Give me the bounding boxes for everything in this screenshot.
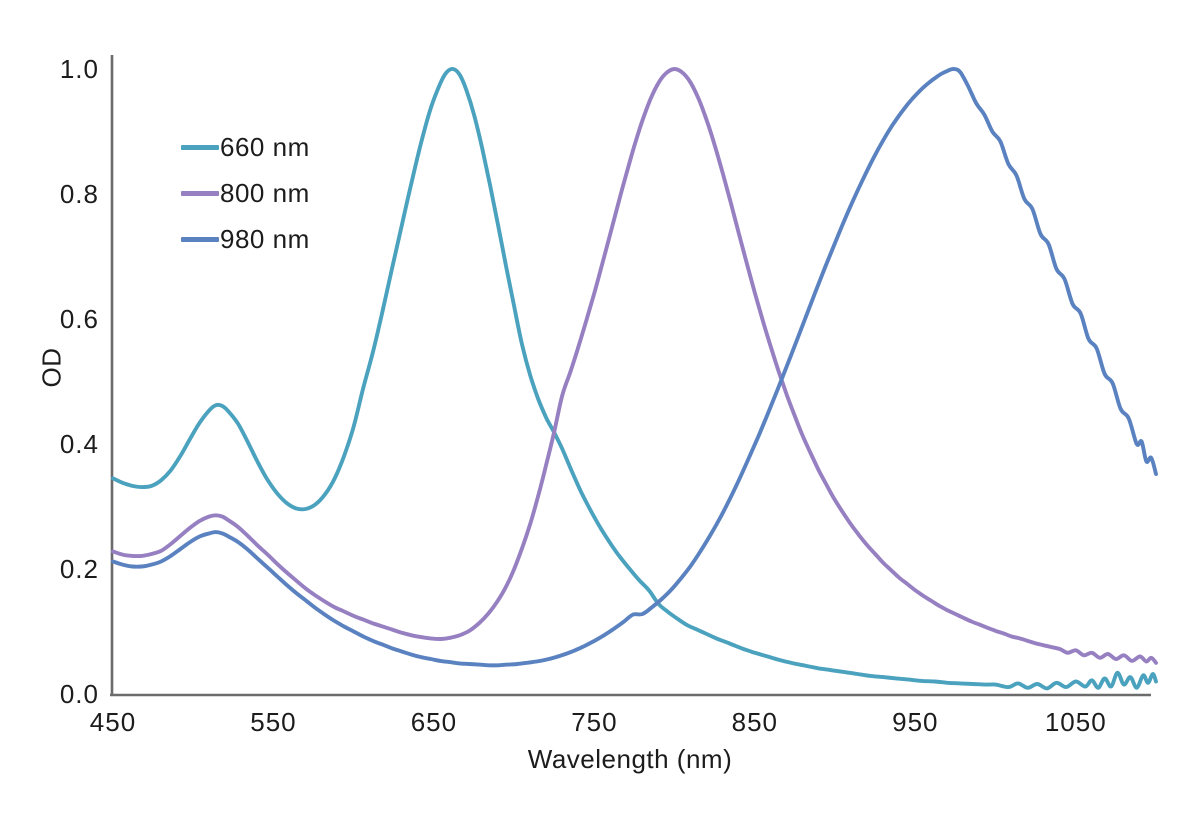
- x-axis-title: Wavelength (nm): [527, 744, 733, 774]
- legend-swatch-980nm: [181, 236, 219, 242]
- x-tick-label: 850: [732, 707, 778, 737]
- legend-item-800nm: 800 nm: [181, 170, 310, 216]
- series-line-660nm: [111, 66, 1158, 691]
- y-tick-label: 0.4: [60, 429, 99, 459]
- x-tick-label: 450: [90, 707, 136, 737]
- y-tick-label: 0.6: [60, 304, 99, 334]
- y-tick-label: 0.0: [60, 679, 99, 709]
- axes-spines: [110, 55, 1151, 697]
- series-line-980nm: [111, 67, 1158, 668]
- legend: 660 nm 800 nm 980 nm: [181, 124, 310, 262]
- legend-item-980nm: 980 nm: [181, 216, 310, 262]
- x-tick-label: 750: [571, 707, 617, 737]
- legend-label-800nm: 800 nm: [220, 177, 310, 208]
- legend-label-980nm: 980 nm: [220, 223, 310, 254]
- legend-swatch-660nm: [181, 144, 219, 150]
- legend-label-660nm: 660 nm: [220, 131, 310, 162]
- x-tick-label: 950: [892, 707, 938, 737]
- series-line-800nm: [111, 67, 1158, 665]
- x-tick-label: 550: [250, 707, 296, 737]
- y-tick-label: 1.0: [60, 54, 99, 84]
- legend-swatch-800nm: [181, 190, 219, 196]
- y-tick-label: 0.8: [60, 179, 99, 209]
- legend-item-660nm: 660 nm: [181, 124, 310, 170]
- y-axis-title: OD: [36, 347, 67, 388]
- x-tick-label: 650: [411, 707, 457, 737]
- y-tick-label: 0.2: [60, 554, 99, 584]
- x-tick-label: 1050: [1045, 707, 1107, 737]
